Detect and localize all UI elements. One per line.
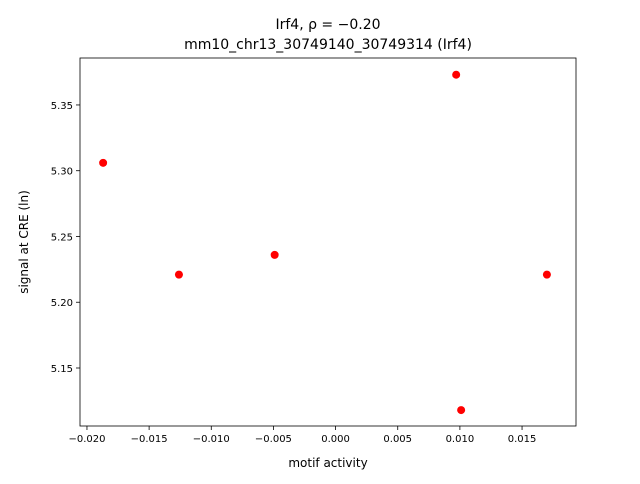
x-tick-label: 0.010: [446, 434, 475, 445]
x-axis-label: motif activity: [288, 456, 367, 470]
x-tick-label: 0.005: [383, 434, 412, 445]
point: [99, 158, 108, 167]
x-tick-label: −0.015: [131, 434, 168, 445]
point: [452, 70, 461, 79]
y-tick-label: 5.25: [51, 232, 73, 243]
point: [174, 270, 183, 279]
point: [270, 250, 279, 259]
plot-frame: [79, 57, 577, 427]
x-tick-label: 0.000: [321, 434, 350, 445]
x-tick-label: −0.010: [193, 434, 230, 445]
y-tick-label: 5.20: [51, 298, 73, 309]
y-tick-label: 5.15: [51, 364, 73, 375]
y-tick-label: 5.30: [51, 167, 73, 178]
point: [542, 270, 551, 279]
x-tick-label: −0.005: [255, 434, 292, 445]
chart-title: Irf4, ρ = −0.20: [275, 17, 380, 33]
point: [457, 406, 466, 415]
x-tick-label: −0.020: [68, 434, 105, 445]
chart-subtitle: mm10_chr13_30749140_30749314 (Irf4): [184, 37, 472, 53]
y-tick-label: 5.35: [51, 101, 73, 112]
y-axis-label: signal at CRE (ln): [17, 190, 31, 294]
x-tick-label: 0.015: [508, 434, 537, 445]
